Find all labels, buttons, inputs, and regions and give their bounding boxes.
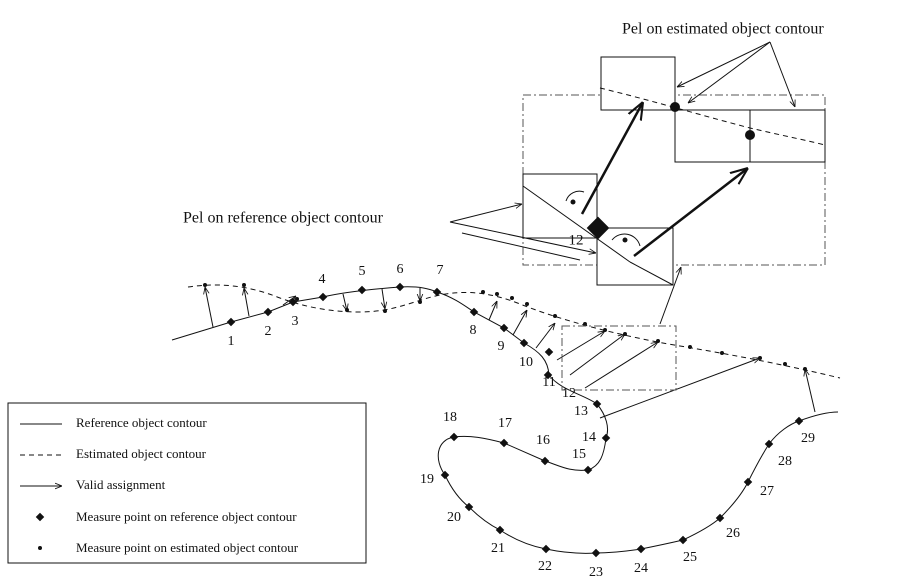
- estimated-point: [656, 339, 660, 343]
- reference-point: [464, 502, 474, 512]
- reference-point: [583, 465, 593, 475]
- estimated-point: [583, 322, 587, 326]
- estimated-measure-points: [203, 283, 807, 371]
- point-label: 8: [470, 323, 477, 338]
- reference-point: [743, 477, 753, 487]
- reference-point: [764, 439, 774, 449]
- reference-point: [469, 307, 479, 317]
- legend-entry: Estimated object contour: [76, 446, 207, 461]
- legend-entry: Measure point on estimated object contou…: [76, 540, 299, 555]
- estimated-point: [758, 356, 762, 360]
- point-label: 13: [574, 404, 588, 419]
- point-label: 7: [437, 263, 444, 278]
- reference-point: [591, 548, 601, 558]
- reference-point: [540, 456, 550, 466]
- region-box: [561, 325, 677, 391]
- reference-point: [318, 292, 328, 302]
- estimated-point: [203, 283, 207, 287]
- annotation: Pel on estimated object contour: [622, 21, 824, 38]
- legend-entry: Reference object contour: [76, 415, 207, 430]
- legend: Reference object contour Estimated objec…: [7, 402, 367, 564]
- inset-point-label: 12: [569, 232, 584, 248]
- point-label: 29: [801, 431, 815, 446]
- reference-point: [495, 525, 505, 535]
- point-label: 2: [265, 324, 272, 339]
- point-label: 27: [760, 484, 774, 499]
- point-label: 17: [498, 416, 512, 431]
- point-label: 4: [319, 272, 326, 287]
- estimated-point: [623, 332, 627, 336]
- point-label: 20: [447, 510, 461, 525]
- reference-point: [226, 317, 236, 327]
- point-label: 24: [634, 561, 648, 576]
- assignment-arrows: [205, 287, 816, 419]
- point-label: 9: [498, 339, 505, 354]
- estimated-point: [783, 362, 787, 366]
- reference-point: [449, 432, 459, 442]
- estimated-point: [345, 308, 349, 312]
- reference-point: [601, 433, 611, 443]
- point-label: 15: [572, 447, 586, 462]
- reference-point: [794, 416, 804, 426]
- reference-point: [263, 307, 273, 317]
- estimated-point: [510, 296, 514, 300]
- reference-point: [715, 513, 725, 523]
- reference-point: [357, 285, 367, 295]
- reference-point: [636, 544, 646, 554]
- reference-point: [432, 287, 442, 297]
- point-label: 23: [589, 565, 603, 580]
- estimated-point: [242, 283, 246, 287]
- estimated-point: [495, 292, 499, 296]
- estimated-point: [481, 290, 485, 294]
- point-label: 21: [491, 541, 505, 556]
- point-label: 26: [726, 526, 740, 541]
- estimated-point: [525, 302, 529, 306]
- reference-point: [519, 338, 529, 348]
- point-label: 11: [542, 375, 555, 390]
- point-label: 19: [420, 472, 434, 487]
- point-label: 28: [778, 454, 792, 469]
- point-label: 18: [443, 410, 457, 425]
- reference-point: [543, 370, 553, 380]
- point-label: 5: [359, 264, 366, 279]
- reference-point: [544, 347, 554, 357]
- estimated-point: [603, 328, 607, 332]
- point-label: 25: [683, 550, 697, 565]
- legend-entry: Measure point on reference object contou…: [76, 509, 297, 524]
- estimated-point: [418, 300, 422, 304]
- point-label: 3: [292, 314, 299, 329]
- point-label: 22: [538, 559, 552, 574]
- inset: 12: [522, 56, 826, 286]
- annotation: Pel on reference object contour: [183, 210, 384, 227]
- reference-point: [499, 323, 509, 333]
- reference-point: [541, 544, 551, 554]
- reference-point: [678, 535, 688, 545]
- estimated-point: [295, 297, 299, 301]
- point-label: 6: [397, 262, 404, 277]
- estimated-point: [553, 314, 557, 318]
- zoom-arrow: [659, 267, 681, 325]
- point-label: 14: [582, 430, 596, 445]
- legend-entry: Valid assignment: [76, 477, 166, 492]
- estimated-point: [383, 309, 387, 313]
- reference-point: [288, 297, 298, 307]
- point-label: 1: [228, 334, 235, 349]
- reference-point: [499, 438, 509, 448]
- point-label: 16: [536, 433, 550, 448]
- point-label: 12: [562, 386, 576, 401]
- estimated-contour: [187, 284, 841, 379]
- reference-point: [592, 399, 602, 409]
- estimated-point: [720, 351, 724, 355]
- point-label: 10: [519, 355, 533, 370]
- reference-point: [395, 282, 405, 292]
- estimated-point: [803, 367, 807, 371]
- reference-point: [440, 470, 450, 480]
- estimated-point: [688, 345, 692, 349]
